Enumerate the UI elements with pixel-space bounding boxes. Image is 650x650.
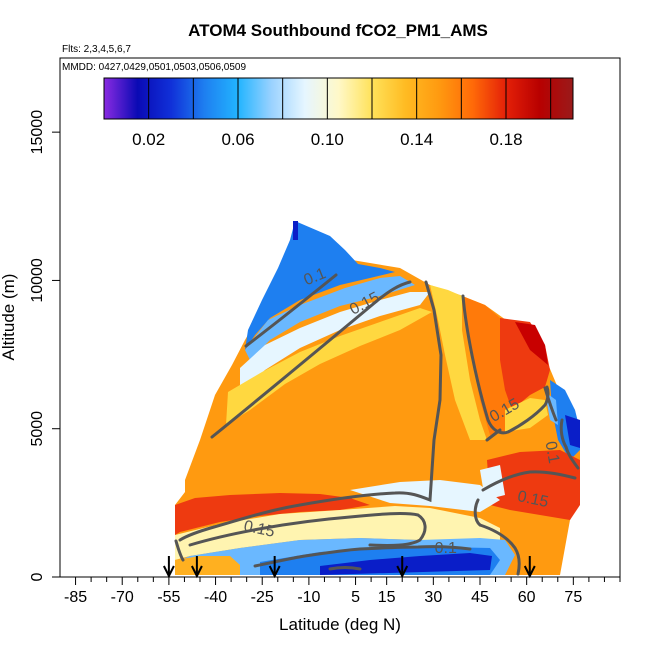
x-axis-label: Latitude (deg N) <box>279 615 401 634</box>
profile-marker-arrow <box>523 556 536 579</box>
y-axis: 0 5000 10000 15000 <box>29 110 60 581</box>
contour-line <box>478 523 521 576</box>
heatmap-region <box>487 450 580 520</box>
x-tick-label: -85 <box>64 589 87 606</box>
dates-label: MMDD: 0427,0429,0501,0503,0506,0509 <box>62 62 246 73</box>
heatmap-region <box>515 322 548 365</box>
contour-line <box>174 539 185 562</box>
profile-marker-arrow <box>162 556 175 579</box>
x-tick-label: -40 <box>204 589 227 606</box>
heatmap-field <box>175 221 580 575</box>
heatmap-region <box>320 553 492 575</box>
x-tick-label: -55 <box>157 589 180 606</box>
contour-line <box>543 386 558 422</box>
x-axis: -85 -70 -55 -40 -25 -10 5 15 30 45 60 75 <box>64 577 621 606</box>
heatmap-region <box>245 221 395 350</box>
y-tick-label: 10000 <box>29 258 46 303</box>
x-tick-label: 45 <box>471 589 489 606</box>
heatmap-region <box>226 308 432 425</box>
contour-line <box>178 280 443 542</box>
heatmap-region <box>245 276 415 360</box>
chart-title: ATOM4 Southbound fCO2_PM1_AMS <box>188 21 488 40</box>
heatmap-region <box>175 506 500 560</box>
contour-line <box>564 445 580 470</box>
x-tick-label: -70 <box>111 589 134 606</box>
contour-line <box>481 470 577 492</box>
x-tick-label: 15 <box>378 589 396 606</box>
heatmap-region <box>505 398 548 432</box>
contour-label: 0.15 <box>242 518 276 541</box>
colorbar-tick-label: 0.06 <box>221 130 254 149</box>
profile-marker-arrow <box>268 556 281 579</box>
x-tick-label: 30 <box>424 589 442 606</box>
y-tick-label: 0 <box>29 572 46 581</box>
colorbar-tick-label: 0.02 <box>132 130 165 149</box>
x-tick-label: 75 <box>564 589 582 606</box>
colorbar-tick-label: 0.18 <box>489 130 522 149</box>
heatmap-region <box>430 285 487 440</box>
flights-label: Flts: 2,3,4,5,6,7 <box>62 44 131 55</box>
contour-line <box>253 545 472 568</box>
heatmap-region <box>240 292 430 392</box>
contour-line <box>210 280 412 439</box>
heatmap-region <box>175 556 240 575</box>
heatmap-region <box>293 221 298 240</box>
colorbar-tick-label: 0.10 <box>311 130 344 149</box>
contour-lines <box>174 273 580 576</box>
contour-line <box>188 512 427 547</box>
contour-label: 0.15 <box>516 488 550 511</box>
x-tick-label: -10 <box>297 589 320 606</box>
heatmap-region <box>175 493 370 535</box>
y-axis-label: Altitude (m) <box>0 274 18 361</box>
colorbar-tick-label: 0.14 <box>400 130 433 149</box>
y-tick-label: 15000 <box>29 110 46 155</box>
contour-line <box>559 418 568 449</box>
y-tick-label: 5000 <box>29 411 46 447</box>
contour-line <box>485 428 502 442</box>
x-tick-label: 60 <box>518 589 536 606</box>
heatmap-region <box>565 415 580 448</box>
x-tick-label: -25 <box>251 589 274 606</box>
contour-line <box>328 566 362 571</box>
colorbar-dividers <box>148 78 552 119</box>
heatmap-region <box>462 296 510 435</box>
contour-line <box>473 498 482 527</box>
x-tick-label: 5 <box>351 589 360 606</box>
contour-label: 0.1 <box>435 540 457 557</box>
profile-marker-arrow <box>190 556 203 579</box>
contour-labels: 0.10.150.150.10.150.150.1 <box>242 265 562 557</box>
contour-line <box>461 294 550 435</box>
colorbar-ticks: 0.02 0.06 0.10 0.14 0.18 <box>132 130 522 149</box>
contour-line <box>244 273 338 348</box>
profile-marker-arrow <box>396 556 409 579</box>
profile-markers <box>162 556 536 579</box>
heatmap-region <box>350 480 500 512</box>
contour-label: 0.1 <box>542 440 563 465</box>
colorbar-box <box>103 77 574 120</box>
